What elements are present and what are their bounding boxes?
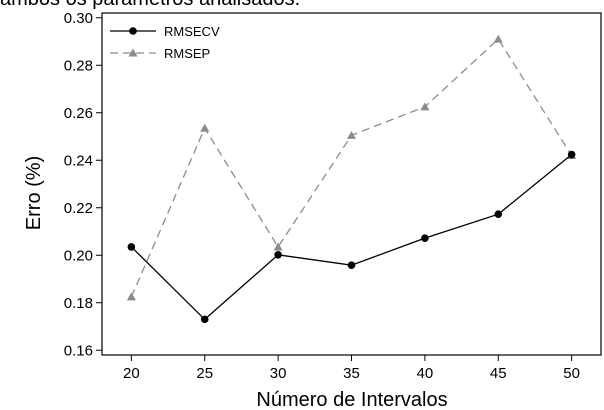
y-tick-label: 0.24: [64, 152, 93, 169]
series-line-rmsep: [130, 38, 573, 298]
data-point-rmsecv: [347, 261, 356, 270]
y-tick-label: 0.26: [64, 105, 93, 122]
data-point-rmsecv: [200, 315, 209, 324]
legend-label-rmsep: RMSEP: [164, 46, 210, 61]
x-tick-label: 45: [490, 365, 507, 382]
caption-text: ambos os parâmetros analisados.: [0, 0, 300, 10]
series-layer: [126, 34, 577, 324]
y-axis: 0.16 0.18 0.20 0.22 0.24 0.26 0.28 0.30: [64, 10, 102, 359]
y-tick-label: 0.22: [64, 200, 93, 217]
x-axis-title: Número de Intervalos: [256, 389, 447, 410]
x-tick-label: 20: [123, 365, 140, 382]
data-point-rmsep: [420, 102, 430, 111]
data-point-rmsecv: [274, 250, 282, 259]
series-line-rmsecv: [130, 153, 573, 321]
data-point-rmsep: [493, 34, 503, 43]
data-point-rmsecv: [127, 243, 136, 251]
y-tick-label: 0.18: [64, 295, 93, 312]
x-tick-label: 50: [563, 365, 580, 382]
y-axis-title: Erro (%): [23, 156, 45, 230]
data-point-rmsep: [200, 123, 210, 132]
legend-marker-rmsecv: [129, 27, 137, 35]
x-tick-label: 40: [417, 365, 434, 382]
legend: RMSECV RMSEP: [110, 24, 220, 61]
y-tick-label: 0.16: [64, 342, 93, 359]
x-axis: 20 25 30 35 40 45 50: [123, 355, 580, 382]
x-tick-label: 30: [270, 365, 287, 382]
data-point-rmsecv: [567, 150, 576, 159]
plot-area-frame: [101, 12, 602, 356]
x-tick-label: 25: [196, 365, 213, 382]
data-point-rmsecv: [421, 234, 429, 242]
y-tick-label: 0.30: [64, 10, 93, 27]
y-tick-label: 0.28: [64, 57, 93, 74]
legend-label-rmsecv: RMSECV: [164, 24, 220, 39]
data-point-rmsep: [347, 130, 356, 139]
data-point-rmsep: [126, 292, 136, 301]
y-tick-label: 0.20: [64, 247, 93, 264]
legend-marker-rmsep: [128, 48, 138, 57]
data-point-rmsecv: [494, 210, 503, 218]
figure-caption-fragment: ambos os parâmetros analisados.: [0, 0, 604, 10]
data-point-rmsep: [273, 242, 283, 251]
x-tick-label: 35: [343, 365, 360, 382]
